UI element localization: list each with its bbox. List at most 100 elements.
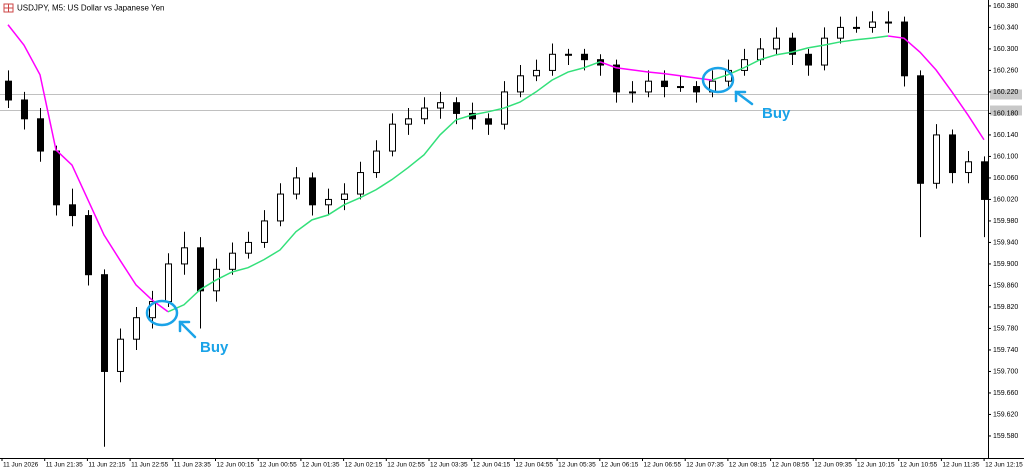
annotation-arrow bbox=[178, 320, 197, 339]
candle-body bbox=[869, 21, 876, 28]
annotation-arrow-head bbox=[178, 320, 191, 333]
candle-body bbox=[101, 274, 108, 372]
candle-body bbox=[117, 338, 124, 372]
x-tick-label: 12 Jun 00:15 bbox=[217, 462, 255, 469]
candle-body bbox=[613, 64, 620, 93]
candle-body bbox=[837, 26, 844, 39]
candle-body bbox=[293, 177, 300, 195]
x-tick-label: 12 Jun 01:35 bbox=[302, 462, 340, 469]
candle-body bbox=[565, 53, 572, 56]
candle-body bbox=[421, 107, 428, 120]
candle-body bbox=[149, 301, 156, 319]
y-tick-label: 159.780 bbox=[993, 325, 1018, 332]
candle-body bbox=[645, 80, 652, 93]
candle-body bbox=[741, 59, 748, 71]
x-tick-label: 12 Jun 05:35 bbox=[558, 462, 596, 469]
candle-body bbox=[37, 118, 44, 152]
candle-body bbox=[677, 86, 684, 89]
annotation-arrow bbox=[734, 90, 754, 106]
x-tick-label: 11 Jun 22:55 bbox=[131, 462, 168, 469]
annotation-circle bbox=[145, 299, 179, 327]
candle-body bbox=[821, 37, 828, 66]
candle-body bbox=[341, 193, 348, 200]
candle-body bbox=[5, 80, 12, 101]
x-tick-label: 11 Jun 2026 bbox=[3, 462, 39, 469]
x-tick-label: 12 Jun 04:15 bbox=[473, 462, 511, 469]
y-tick-label: 159.980 bbox=[993, 218, 1018, 225]
x-tick-label: 12 Jun 10:15 bbox=[857, 462, 895, 469]
y-tick-label: 159.860 bbox=[993, 282, 1018, 289]
candle-body bbox=[693, 86, 700, 93]
candle-body bbox=[85, 215, 92, 276]
candle-body bbox=[805, 53, 812, 66]
annotation-label: Buy bbox=[762, 105, 791, 122]
candle-body bbox=[389, 123, 396, 152]
x-tick-label: 12 Jun 09:35 bbox=[814, 462, 852, 469]
candle-body bbox=[229, 252, 236, 270]
x-tick-label: 11 Jun 22:15 bbox=[88, 462, 125, 469]
candle-body bbox=[981, 161, 988, 200]
candle-body bbox=[661, 80, 668, 88]
candle-body bbox=[357, 172, 364, 195]
y-tick-label: 160.060 bbox=[993, 175, 1018, 182]
candle-body bbox=[261, 220, 268, 243]
x-tick-label: 12 Jun 06:55 bbox=[644, 462, 682, 469]
candle-body bbox=[901, 21, 908, 77]
candle-body bbox=[581, 53, 588, 61]
y-tick-label: 159.580 bbox=[993, 433, 1018, 440]
x-tick-label: 12 Jun 07:35 bbox=[686, 462, 724, 469]
annotation-arrow-head bbox=[734, 90, 747, 103]
candle-body bbox=[485, 118, 492, 125]
candle-body bbox=[965, 161, 972, 174]
annotation-label: Buy bbox=[200, 339, 229, 356]
y-tick-label: 160.180 bbox=[993, 110, 1018, 117]
candle-body bbox=[437, 102, 444, 109]
candle-body bbox=[405, 118, 412, 125]
chart-title: USDJPY, M5: US Dollar vs Japanese Yen bbox=[17, 4, 164, 13]
candle-body bbox=[21, 99, 28, 120]
y-tick-label: 159.660 bbox=[993, 390, 1018, 397]
y-tick-label: 160.140 bbox=[993, 132, 1018, 139]
x-tick-label: 12 Jun 08:15 bbox=[729, 462, 767, 469]
candle-body bbox=[917, 75, 924, 184]
candle-body bbox=[53, 150, 60, 206]
x-tick-label: 11 Jun 21:35 bbox=[46, 462, 83, 469]
y-tick-label: 160.340 bbox=[993, 24, 1018, 31]
candle-body bbox=[325, 198, 332, 206]
x-tick-label: 12 Jun 02:55 bbox=[387, 462, 425, 469]
candle-body bbox=[885, 21, 892, 24]
x-tick-label: 12 Jun 10:55 bbox=[900, 462, 938, 469]
y-tick-label: 160.260 bbox=[993, 67, 1018, 74]
moving-average-line bbox=[167, 35, 889, 313]
y-tick-label: 159.820 bbox=[993, 304, 1018, 311]
x-tick-label: 11 Jun 23:35 bbox=[174, 462, 211, 469]
y-tick-label: 159.900 bbox=[993, 261, 1018, 268]
x-tick-label: 12 Jun 02:15 bbox=[345, 462, 383, 469]
candle-body bbox=[181, 247, 188, 265]
candle-body bbox=[197, 247, 204, 292]
candle-body bbox=[533, 69, 540, 77]
y-tick-label: 159.740 bbox=[993, 347, 1018, 354]
candle-body bbox=[277, 193, 284, 222]
annotation-circle bbox=[701, 66, 735, 94]
x-tick-label: 12 Jun 11:35 bbox=[942, 462, 979, 469]
price-line-label-box bbox=[990, 105, 1022, 116]
y-tick-label: 159.700 bbox=[993, 368, 1018, 375]
price-line-label-box bbox=[990, 89, 1022, 100]
x-tick-label: 12 Jun 12:15 bbox=[985, 462, 1023, 469]
candle-body bbox=[933, 134, 940, 184]
candle-body bbox=[245, 241, 252, 254]
x-tick-label: 12 Jun 04:55 bbox=[515, 462, 553, 469]
y-tick-label: 160.100 bbox=[993, 153, 1018, 160]
candle-body bbox=[69, 204, 76, 217]
x-tick-label: 12 Jun 08:55 bbox=[772, 462, 810, 469]
candle-body bbox=[757, 48, 764, 61]
candle-body bbox=[773, 37, 780, 50]
candle-body bbox=[853, 26, 860, 29]
x-tick-label: 12 Jun 03:35 bbox=[430, 462, 468, 469]
candle-body bbox=[453, 102, 460, 114]
candle-body bbox=[629, 91, 636, 94]
y-tick-label: 159.620 bbox=[993, 411, 1018, 418]
